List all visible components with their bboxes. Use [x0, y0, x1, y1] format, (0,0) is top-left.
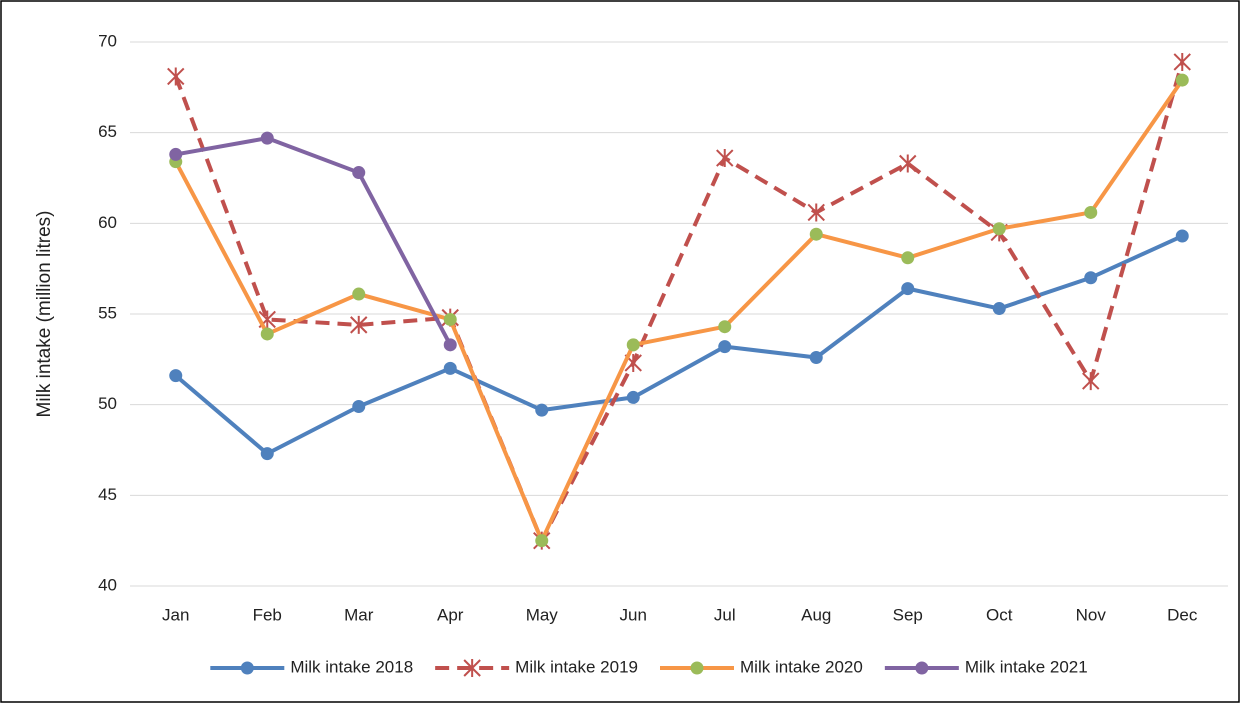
x-tick-label: May — [526, 605, 559, 624]
x-tick-label: Apr — [437, 605, 464, 624]
marker — [809, 351, 823, 365]
marker — [352, 166, 366, 180]
marker — [807, 203, 825, 222]
legend: Milk intake 2018 Milk intake 2019 Milk int… — [210, 657, 1088, 677]
marker — [535, 534, 549, 548]
marker — [1084, 205, 1098, 219]
marker — [350, 315, 368, 334]
marker — [169, 369, 183, 383]
y-tick-label: 65 — [98, 122, 117, 141]
x-tick-label: Sep — [893, 605, 923, 624]
marker — [718, 340, 732, 354]
marker — [1084, 271, 1098, 285]
x-tick-label: Jan — [162, 605, 189, 624]
marker — [901, 282, 915, 296]
series-line — [173, 61, 1185, 543]
y-axis-title: Milk intake (million litres) — [34, 211, 55, 418]
marker — [809, 227, 823, 241]
series-line — [175, 136, 453, 346]
series-line — [173, 78, 1184, 543]
x-tick-label: Nov — [1076, 605, 1107, 624]
legend-marker — [463, 659, 481, 677]
y-tick-label: 50 — [98, 394, 117, 413]
marker — [443, 361, 457, 375]
x-tick-label: Dec — [1167, 605, 1198, 624]
marker — [1173, 52, 1191, 71]
legend-marker — [915, 661, 929, 675]
marker — [901, 251, 915, 265]
marker — [992, 302, 1006, 316]
legend-marker — [240, 661, 254, 675]
marker — [899, 154, 917, 173]
x-tick-label: Mar — [344, 605, 374, 624]
marker — [626, 338, 640, 352]
x-tick-label: Aug — [801, 605, 831, 624]
y-tick-label: 40 — [98, 575, 117, 594]
x-tick-label: Jul — [714, 605, 736, 624]
legend-label: Milk intake 2020 — [740, 657, 863, 676]
marker — [352, 399, 366, 413]
marker — [260, 447, 274, 461]
y-tick-label: 70 — [98, 31, 117, 50]
legend-label: Milk intake 2019 — [515, 657, 638, 676]
marker — [716, 149, 734, 168]
marker — [1175, 229, 1189, 243]
marker — [169, 147, 183, 161]
marker — [992, 222, 1006, 236]
legend-label: Milk intake 2021 — [965, 657, 1088, 676]
marker — [1175, 73, 1189, 87]
marker — [260, 131, 274, 145]
x-tick-label: Oct — [986, 605, 1013, 624]
marker — [535, 403, 549, 417]
legend-label: Milk intake 2018 — [290, 657, 413, 676]
y-tick-label: 60 — [98, 213, 117, 232]
marker — [352, 287, 366, 301]
y-tick-label: 45 — [98, 485, 117, 504]
x-tick-label: Jun — [620, 605, 647, 624]
marker — [167, 67, 185, 86]
marker — [626, 390, 640, 404]
x-tick-label: Feb — [253, 605, 282, 624]
y-tick-label: 55 — [98, 303, 117, 322]
marker — [718, 320, 732, 334]
marker — [443, 338, 457, 352]
marker — [260, 327, 274, 341]
legend-marker — [690, 661, 704, 675]
series-line — [174, 234, 1184, 456]
marker — [1082, 372, 1100, 391]
marker — [443, 312, 457, 326]
